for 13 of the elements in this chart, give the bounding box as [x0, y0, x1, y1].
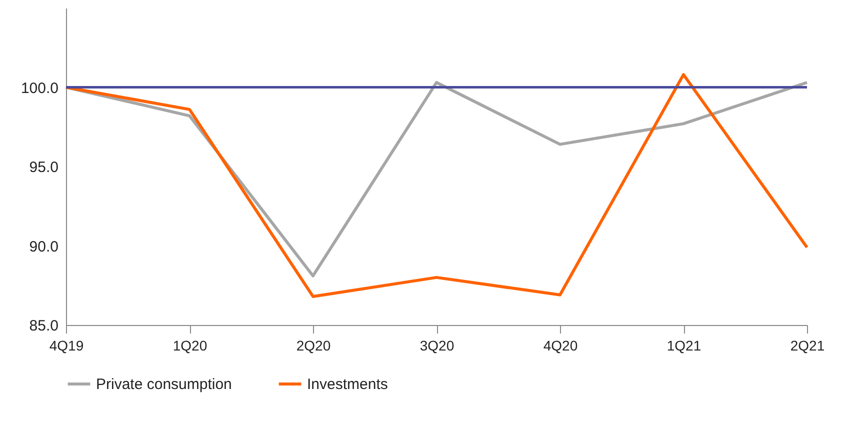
legend-label: Investments	[307, 376, 388, 393]
x-tick-label: 3Q20	[420, 338, 454, 354]
x-tick-label: 4Q19	[49, 338, 84, 354]
y-tick-label: 95.0	[29, 159, 58, 176]
x-tick-label: 4Q20	[543, 338, 578, 354]
x-tick-label: 1Q21	[666, 338, 702, 354]
x-tick-label: 1Q20	[172, 338, 208, 354]
x-tick-label: 2Q20	[296, 338, 331, 354]
legend-label: Private consumption	[96, 376, 232, 393]
x-tick-label: 2Q21	[790, 338, 825, 354]
y-tick-label: 100.0	[20, 80, 58, 97]
y-tick-label: 90.0	[29, 238, 58, 256]
y-tick-label: 85.0	[29, 318, 58, 334]
